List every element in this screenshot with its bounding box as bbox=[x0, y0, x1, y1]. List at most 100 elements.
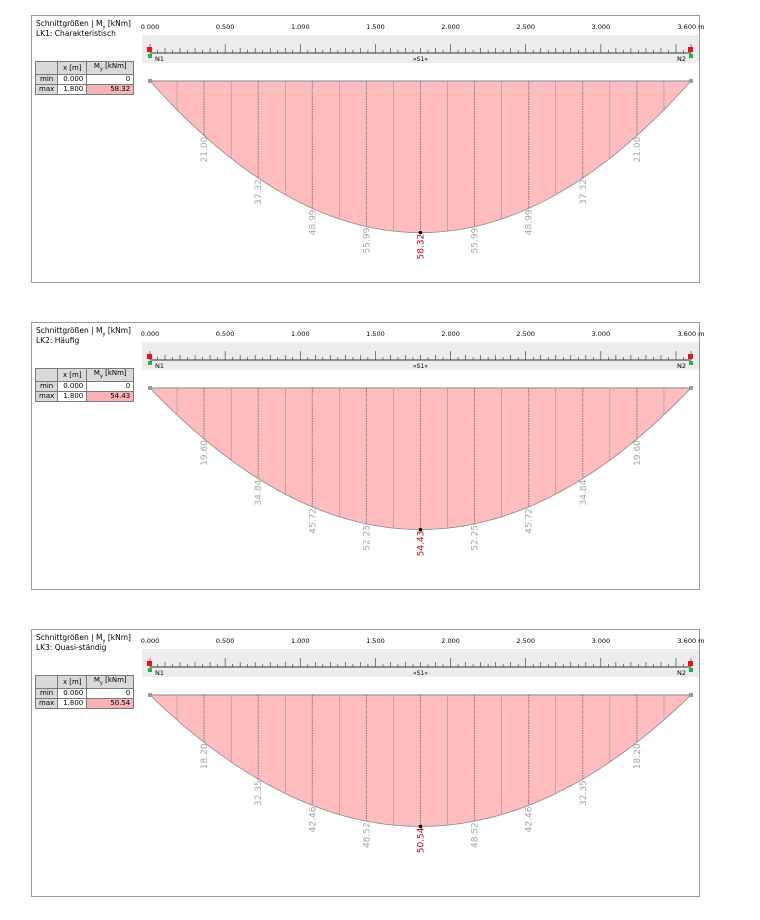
header-m-text: M bbox=[93, 62, 100, 70]
ruler-tick-label: 1.500 bbox=[366, 637, 385, 645]
value-label: 34.84 bbox=[579, 479, 589, 505]
ruler-tick-label: 2.500 bbox=[516, 330, 535, 338]
cell-value-max: 58.32 bbox=[86, 84, 135, 96]
node-n2-support bbox=[689, 54, 693, 58]
value-label: 45.72 bbox=[308, 508, 318, 534]
node-n2-label: N2 bbox=[677, 362, 686, 370]
header-m-sub: y bbox=[99, 373, 103, 380]
title-subscript: y bbox=[102, 331, 106, 338]
title-subscript: y bbox=[102, 24, 106, 31]
value-label: 18.20 bbox=[200, 743, 210, 769]
load-case-label: LK3: Quasi-ständig bbox=[36, 643, 107, 652]
header-x: x [m] bbox=[57, 674, 88, 690]
header-m-unit: [kNm] bbox=[105, 62, 127, 70]
beam-end-right bbox=[689, 386, 693, 390]
member-label: »S1» bbox=[413, 670, 428, 677]
node-n2-support bbox=[689, 668, 693, 672]
moment-diagram: 0.000 0.500 1.000 1.500 2.000 2.500 3.000 3.600… bbox=[141, 637, 705, 853]
panel-title: Schnittgrößen | My [kNm] bbox=[36, 19, 131, 33]
header-blank bbox=[34, 674, 59, 690]
value-label: 37.32 bbox=[579, 179, 589, 205]
ruler-tick-label: 2.000 bbox=[441, 637, 460, 645]
value-label: 32.35 bbox=[254, 780, 264, 806]
value-label: 21.00 bbox=[633, 136, 643, 162]
title-unit: [kNm] bbox=[107, 326, 131, 335]
title-unit: [kNm] bbox=[107, 19, 131, 28]
ruler-tick-label: 3.600 m bbox=[677, 330, 704, 338]
node-n2-marker bbox=[688, 661, 693, 666]
node-n1-label: N1 bbox=[155, 669, 164, 677]
max-point bbox=[418, 230, 423, 235]
max-point bbox=[418, 824, 423, 829]
row-label: max bbox=[34, 698, 59, 710]
ruler-tick-label: 2.500 bbox=[516, 23, 535, 31]
title-text: Schnittgrößen | M bbox=[36, 326, 103, 335]
node-n1-support bbox=[148, 361, 152, 365]
table-row-max: max 1.800 58.32 bbox=[34, 84, 135, 96]
table-row-max: max 1.800 54.43 bbox=[34, 391, 135, 403]
ruler-tick-label: 3.000 bbox=[592, 637, 611, 645]
cell-value-max: 54.43 bbox=[86, 391, 135, 403]
header-blank bbox=[34, 367, 59, 383]
beam-end-left bbox=[148, 693, 152, 697]
header-m-unit: [kNm] bbox=[105, 676, 127, 684]
table-header-row: x [m] My [kNm] bbox=[34, 60, 135, 76]
value-label-max: 54.43 bbox=[417, 531, 427, 557]
ruler-tick-label: 0.500 bbox=[216, 330, 235, 338]
node-n1-marker bbox=[147, 661, 152, 666]
title-subscript: y bbox=[102, 638, 106, 645]
table-row-min: min 0.000 0 bbox=[34, 381, 135, 393]
value-label: 19.60 bbox=[200, 440, 210, 466]
moment-diagram: 0.000 0.500 1.000 1.500 2.000 2.500 3.000 3.600… bbox=[141, 330, 705, 557]
value-label: 42.46 bbox=[525, 806, 535, 832]
title-unit: [kNm] bbox=[107, 633, 131, 642]
node-n2-marker bbox=[688, 47, 693, 52]
value-label: 32.35 bbox=[579, 780, 589, 806]
header-x: x [m] bbox=[57, 60, 88, 76]
ruler-tick-label: 3.600 m bbox=[677, 23, 704, 31]
value-label: 52.25 bbox=[471, 525, 481, 551]
ruler-tick-label: 1.000 bbox=[291, 23, 310, 31]
value-label: 48.99 bbox=[308, 209, 318, 235]
ruler-tick-label: 1.500 bbox=[366, 330, 385, 338]
value-label: 37.32 bbox=[254, 179, 264, 205]
node-n1-support bbox=[148, 668, 152, 672]
header-m-text: M bbox=[93, 369, 100, 377]
node-n2-label: N2 bbox=[677, 669, 686, 677]
ruler-tick-label: 0.000 bbox=[141, 23, 160, 31]
title-text: Schnittgrößen | M bbox=[36, 633, 103, 642]
node-n2-label: N2 bbox=[677, 55, 686, 63]
node-n2-marker bbox=[688, 354, 693, 359]
result-panel-lk1: Schnittgrößen | My [kNm] LK1: Charakteri… bbox=[31, 15, 705, 283]
header-x: x [m] bbox=[57, 367, 88, 383]
load-case-label: LK1: Charakteristisch bbox=[36, 29, 116, 38]
ruler-tick-label: 0.500 bbox=[216, 23, 235, 31]
header-m: My [kNm] bbox=[86, 367, 135, 383]
ruler-tick-label: 3.000 bbox=[592, 23, 611, 31]
result-panel-lk3: Schnittgrößen | My [kNm] LK3: Quasi-stän… bbox=[31, 629, 705, 897]
beam-end-right bbox=[689, 79, 693, 83]
ruler-tick-label: 1.000 bbox=[291, 637, 310, 645]
member-label: »S1» bbox=[413, 363, 428, 370]
ruler-tick-label: 3.600 m bbox=[677, 637, 704, 645]
ruler-tick-label: 2.000 bbox=[441, 330, 460, 338]
header-m-sub: y bbox=[99, 680, 103, 687]
ruler-tick-label: 0.000 bbox=[141, 637, 160, 645]
max-point bbox=[418, 527, 423, 532]
value-label: 18.20 bbox=[633, 743, 643, 769]
panel-title: Schnittgrößen | My [kNm] bbox=[36, 633, 131, 647]
value-label: 34.84 bbox=[254, 479, 264, 505]
value-label: 48.99 bbox=[525, 209, 535, 235]
header-m: My [kNm] bbox=[86, 674, 135, 690]
result-panel-lk2: Schnittgrößen | My [kNm] LK2: Häufig x [… bbox=[31, 322, 705, 590]
header-blank bbox=[34, 60, 59, 76]
min-max-table: x [m] My [kNm] min 0.000 0 max 1.800 54.… bbox=[34, 367, 135, 403]
min-max-table: x [m] My [kNm] min 0.000 0 max 1.800 58.… bbox=[34, 60, 135, 96]
table-row-max: max 1.800 50.54 bbox=[34, 698, 135, 710]
node-n1-label: N1 bbox=[155, 55, 164, 63]
beam-end-left bbox=[148, 79, 152, 83]
value-label: 48.52 bbox=[362, 822, 372, 848]
value-label: 52.25 bbox=[362, 525, 372, 551]
header-m: My [kNm] bbox=[86, 60, 135, 76]
